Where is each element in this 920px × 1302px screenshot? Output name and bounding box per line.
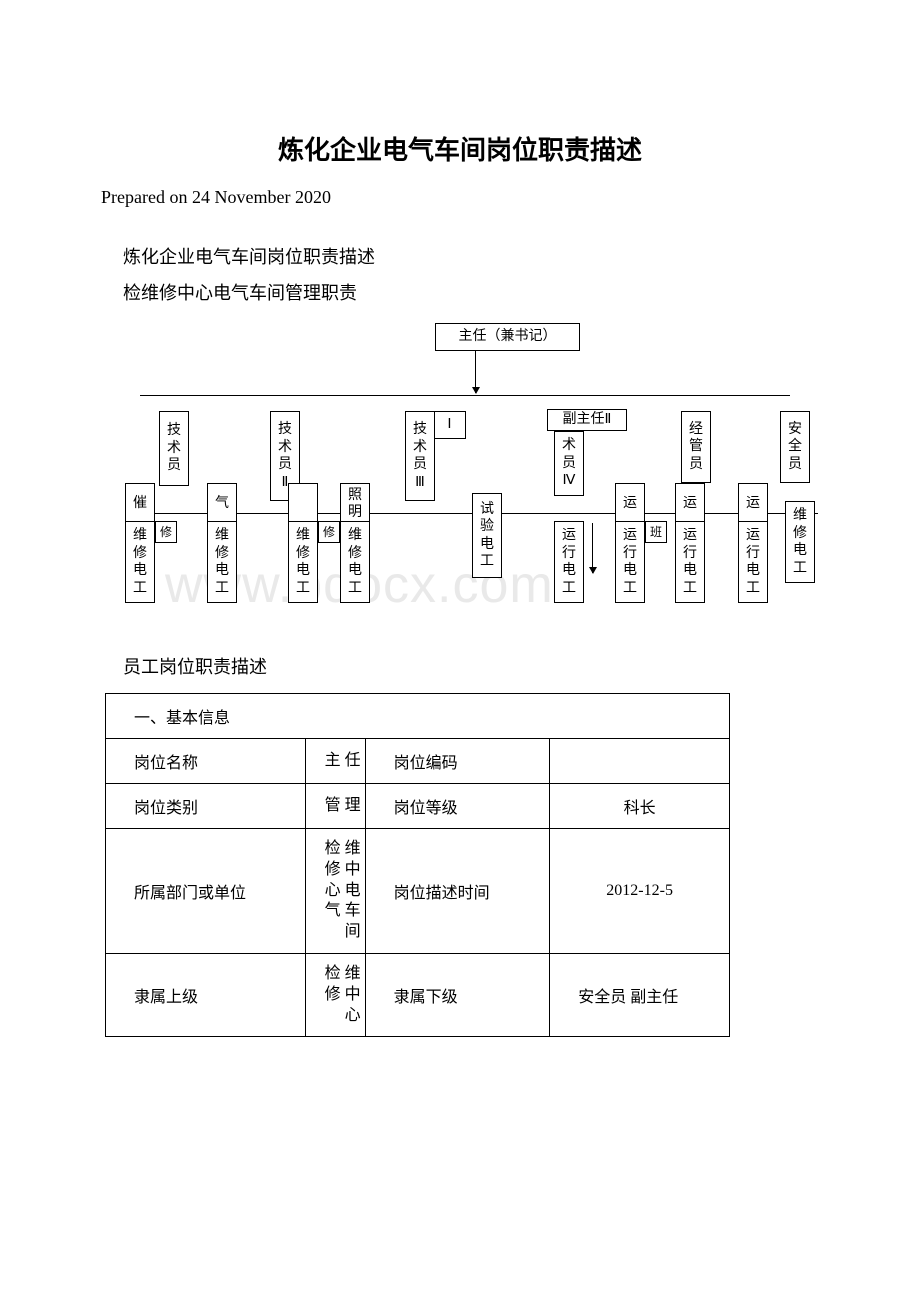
org-top-box: 主任（兼书记） <box>435 323 580 351</box>
org-box: 试 验 电 工 <box>472 493 502 578</box>
section-heading: 员工岗位职责描述 <box>123 653 825 679</box>
org-box: 维 修 电 工 <box>785 501 815 583</box>
org-box: 经 管 员 <box>681 411 711 483</box>
org-box: 技 术 员 Ⅲ <box>405 411 435 501</box>
cell-value: 科长 <box>550 784 730 829</box>
org-box: 运 行 电 工 <box>615 521 645 603</box>
org-box: 气 <box>207 483 237 525</box>
table-section-header: 一、基本信息 <box>106 694 730 739</box>
table-row: 岗位名称 主 任 岗位编码 <box>106 739 730 784</box>
org-box: 运 行 电 工 <box>554 521 584 603</box>
cell-value: 2012-12-5 <box>550 829 730 954</box>
connector-line <box>140 395 790 396</box>
org-box: 副主任Ⅱ <box>547 409 627 431</box>
cell-value: 安全员 副主任 <box>550 953 730 1036</box>
cell-value: 检 维修 中心 <box>305 953 365 1036</box>
org-box: 运 <box>615 483 645 525</box>
org-box: 维 修 电 工 <box>288 521 318 603</box>
org-box: 修 <box>155 521 177 543</box>
table-row: 所属部门或单位 检 维修 中心 电气 车间 岗位描述时间 2012-12-5 <box>106 829 730 954</box>
org-box: 运 <box>738 483 768 525</box>
org-box <box>288 483 318 525</box>
page-title: 炼化企业电气车间岗位职责描述 <box>95 130 825 167</box>
org-box: 运 行 电 工 <box>738 521 768 603</box>
cell-value: 检 维修 中心 电气 车间 <box>305 829 365 954</box>
table-row: 岗位类别 管 理 岗位等级 科长 <box>106 784 730 829</box>
table-row: 隶属上级 检 维修 中心 隶属下级 安全员 副主任 <box>106 953 730 1036</box>
cell-label: 岗位描述时间 <box>365 829 550 954</box>
org-box: 维 修 电 工 <box>207 521 237 603</box>
intro-line-1: 炼化企业电气车间岗位职责描述 <box>123 243 825 269</box>
org-box: 维 修 电 工 <box>340 521 370 603</box>
org-box: 运 <box>675 483 705 525</box>
cell-label: 所属部门或单位 <box>106 829 306 954</box>
cell-value: 管 理 <box>305 784 365 829</box>
org-box: 安 全 员 <box>780 411 810 483</box>
cell-label: 岗位编码 <box>365 739 550 784</box>
org-box: Ⅰ <box>433 411 466 439</box>
org-box: 照 明 <box>340 483 370 525</box>
cell-label: 岗位类别 <box>106 784 306 829</box>
org-chart: 主任（兼书记）技 术 员技 术 员 ⅡⅠ技 术 员 Ⅲ副主任Ⅱ术 员 Ⅳ经 管 … <box>95 323 825 613</box>
prepared-date: Prepared on 24 November 2020 <box>101 187 825 208</box>
table-section-row: 一、基本信息 <box>106 694 730 739</box>
cell-label: 隶属上级 <box>106 953 306 1036</box>
org-box: 运 行 电 工 <box>675 521 705 603</box>
org-box: 术 员 Ⅳ <box>554 431 584 496</box>
arrow-down-icon <box>475 351 476 393</box>
cell-label: 隶属下级 <box>365 953 550 1036</box>
info-table: 一、基本信息 岗位名称 主 任 岗位编码 岗位类别 管 理 岗位等级 科长 所属… <box>105 693 730 1037</box>
cell-value: 主 任 <box>305 739 365 784</box>
org-box: 维 修 电 工 <box>125 521 155 603</box>
org-box: 技 术 员 <box>159 411 189 486</box>
org-box: 催 <box>125 483 155 525</box>
cell-label: 岗位名称 <box>106 739 306 784</box>
arrow-down-icon <box>592 523 593 573</box>
cell-label: 岗位等级 <box>365 784 550 829</box>
org-box: 修 <box>318 521 340 543</box>
org-box: 班 <box>645 521 667 543</box>
intro-line-2: 检维修中心电气车间管理职责 <box>123 279 825 305</box>
cell-value <box>550 739 730 784</box>
